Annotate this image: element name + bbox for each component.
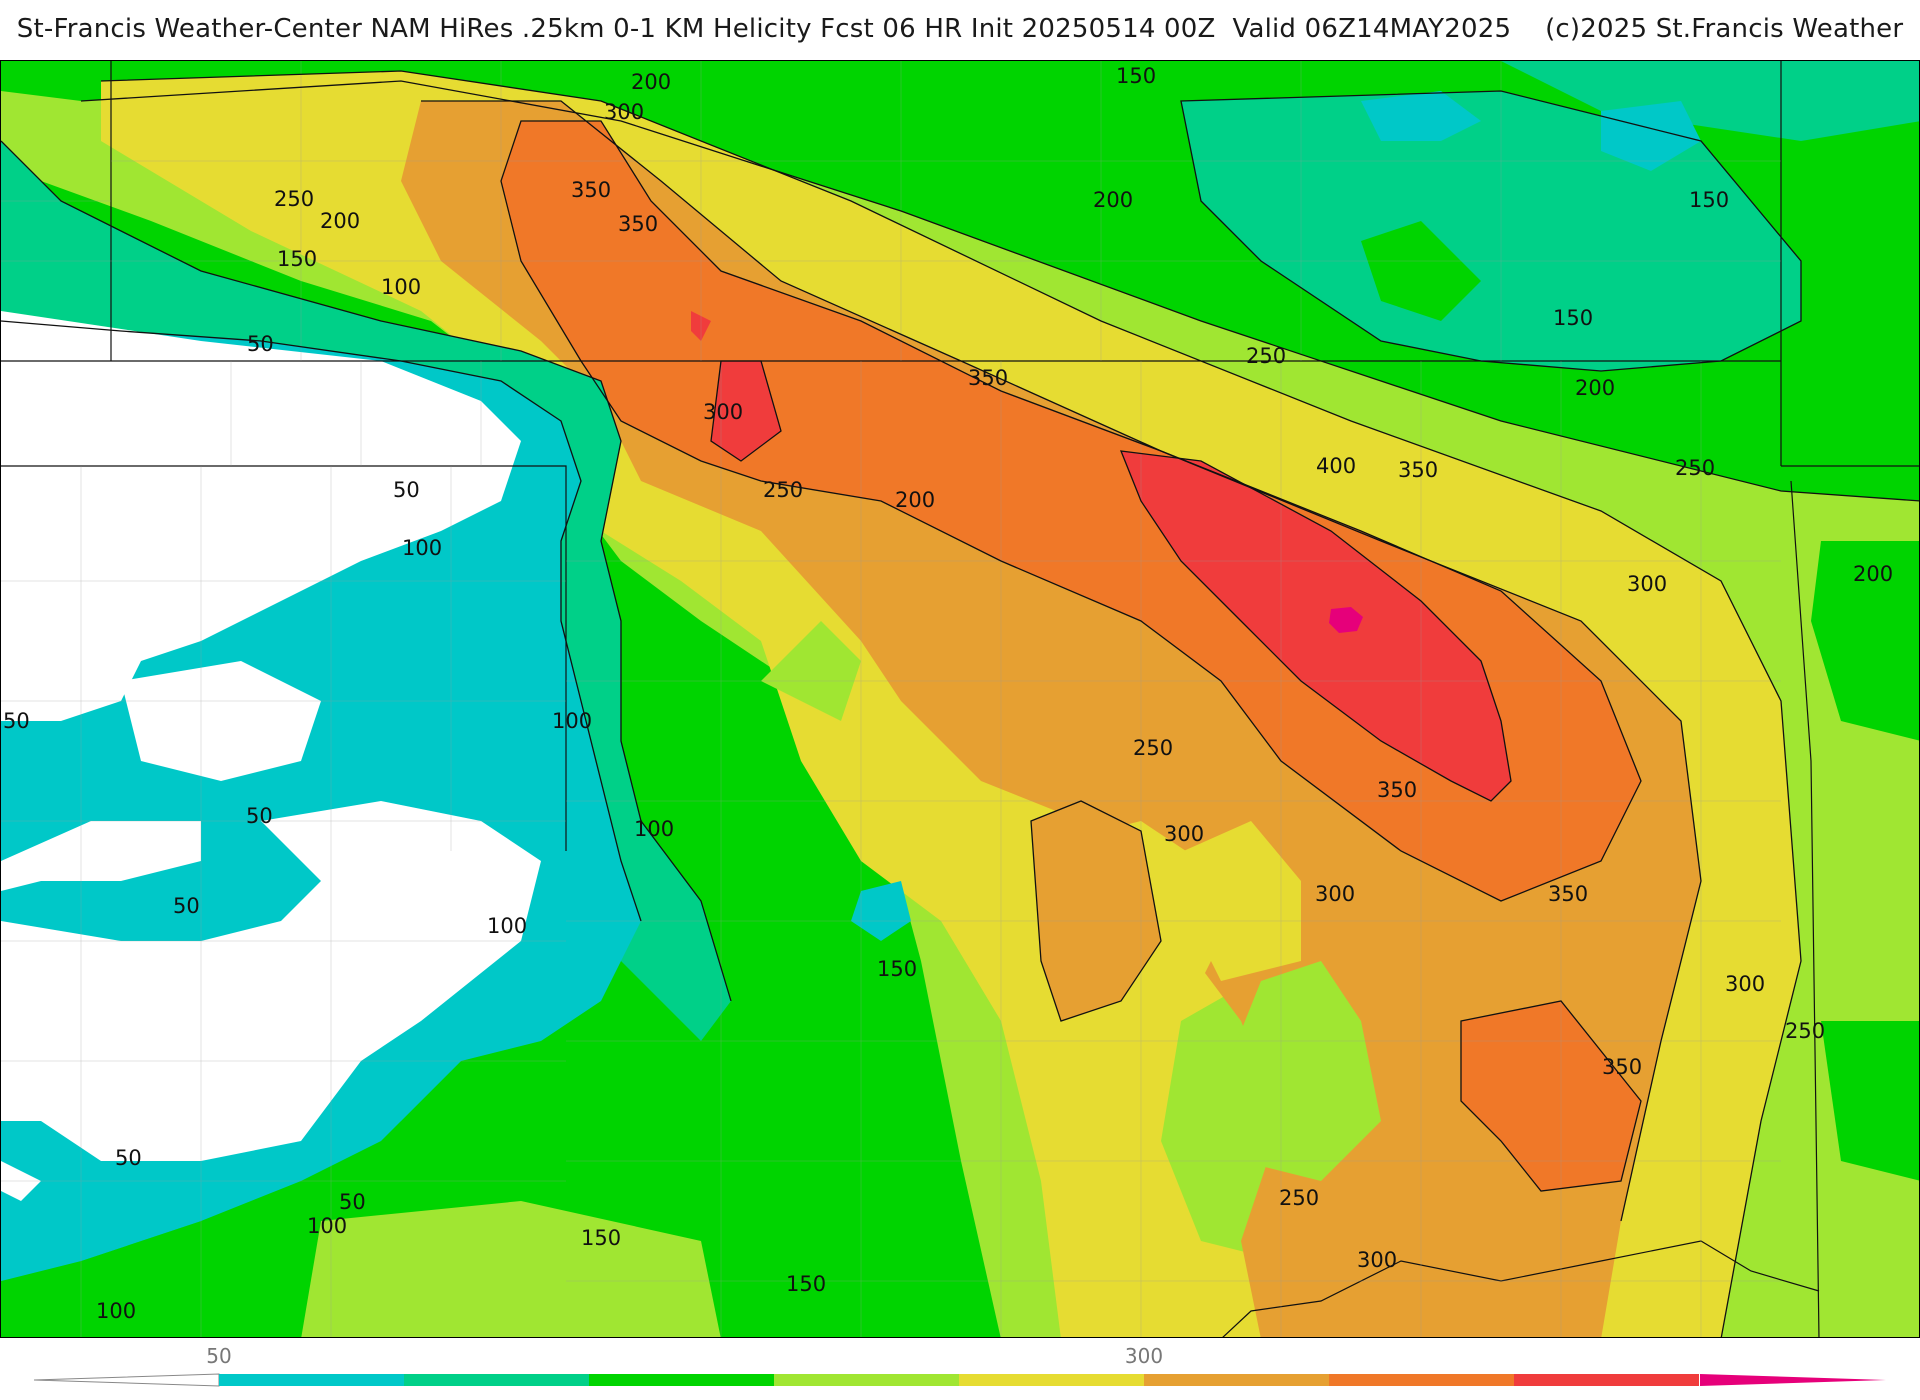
contour-label: 300 bbox=[1627, 572, 1667, 596]
colorbar-segment bbox=[404, 1374, 589, 1386]
contour-label: 50 bbox=[393, 478, 420, 502]
contour-label: 250 bbox=[1675, 456, 1715, 480]
colorbar-segment bbox=[959, 1374, 1144, 1386]
map-title: St-Francis Weather-Center NAM HiRes .25k… bbox=[16, 14, 1904, 44]
colorbar-segment bbox=[589, 1374, 774, 1386]
contour-label: 50 bbox=[246, 804, 273, 828]
contour-label: 150 bbox=[581, 1226, 621, 1250]
helicity-field: 200 300 150 350 350 250 200 150 100 50 2… bbox=[1, 61, 1919, 1337]
colorbar bbox=[33, 1373, 1886, 1387]
colorbar-segments bbox=[219, 1374, 1699, 1386]
colorbar-segment bbox=[1144, 1374, 1329, 1386]
colorbar-segment bbox=[1329, 1374, 1514, 1386]
colorbar-low-arrow bbox=[33, 1373, 220, 1387]
contour-label: 300 bbox=[1315, 882, 1355, 906]
contour-label-group: 200 300 150 350 350 250 200 150 100 50 2… bbox=[3, 64, 1893, 1323]
contour-label: 50 bbox=[115, 1146, 142, 1170]
contour-label: 300 bbox=[1357, 1248, 1397, 1272]
contour-label: 100 bbox=[402, 536, 442, 560]
contour-label: 300 bbox=[604, 100, 644, 124]
contour-label: 150 bbox=[877, 957, 917, 981]
contour-label: 300 bbox=[1164, 822, 1204, 846]
contour-label: 350 bbox=[1602, 1055, 1642, 1079]
contour-label: 250 bbox=[1785, 1019, 1825, 1043]
contour-lines bbox=[1, 70, 1919, 1337]
helicity-map[interactable]: 200 300 150 350 350 250 200 150 100 50 2… bbox=[0, 60, 1920, 1338]
contour-label: 100 bbox=[552, 709, 592, 733]
colorbar-segment bbox=[774, 1374, 959, 1386]
band-450 bbox=[1329, 607, 1363, 633]
contour-label: 250 bbox=[1246, 344, 1286, 368]
contour-label: 200 bbox=[320, 209, 360, 233]
colorbar-tick: 300 bbox=[1124, 1344, 1164, 1368]
contour-label: 250 bbox=[763, 478, 803, 502]
contour-label: 350 bbox=[968, 366, 1008, 390]
contour-label: 350 bbox=[1377, 778, 1417, 802]
contour-label: 50 bbox=[339, 1190, 366, 1214]
colorbar-high-arrow bbox=[1700, 1374, 1886, 1386]
contour-label: 300 bbox=[703, 400, 743, 424]
contour-label: 100 bbox=[634, 817, 674, 841]
no-data-region bbox=[1, 311, 541, 1201]
contour-label: 50 bbox=[3, 709, 30, 733]
contour-label: 150 bbox=[277, 247, 317, 271]
colorbar-segment bbox=[1514, 1374, 1699, 1386]
contour-label: 200 bbox=[895, 488, 935, 512]
contour-label: 300 bbox=[1725, 972, 1765, 996]
contour-label: 250 bbox=[274, 187, 314, 211]
colorbar-tick: 50 bbox=[206, 1344, 232, 1368]
contour-label: 200 bbox=[1575, 376, 1615, 400]
contour-label: 200 bbox=[1853, 562, 1893, 586]
contour-label: 150 bbox=[786, 1272, 826, 1296]
contour-label: 50 bbox=[247, 332, 274, 356]
contour-label: 350 bbox=[1398, 458, 1438, 482]
contour-label: 100 bbox=[381, 275, 421, 299]
contour-label: 250 bbox=[1133, 736, 1173, 760]
contour-label: 350 bbox=[571, 178, 611, 202]
contour-label: 150 bbox=[1116, 64, 1156, 88]
contour-label: 350 bbox=[618, 212, 658, 236]
contour-label: 100 bbox=[96, 1299, 136, 1323]
contour-label: 250 bbox=[1279, 1186, 1319, 1210]
contour-label: 50 bbox=[173, 894, 200, 918]
contour-label: 100 bbox=[487, 914, 527, 938]
contour-label: 350 bbox=[1548, 882, 1588, 906]
contour-label: 150 bbox=[1689, 188, 1729, 212]
contour-label: 200 bbox=[631, 70, 671, 94]
contour-label: 400 bbox=[1316, 454, 1356, 478]
contour-label: 100 bbox=[307, 1214, 347, 1238]
colorbar-segment bbox=[219, 1374, 404, 1386]
contour-label: 200 bbox=[1093, 188, 1133, 212]
contour-label: 150 bbox=[1553, 306, 1593, 330]
